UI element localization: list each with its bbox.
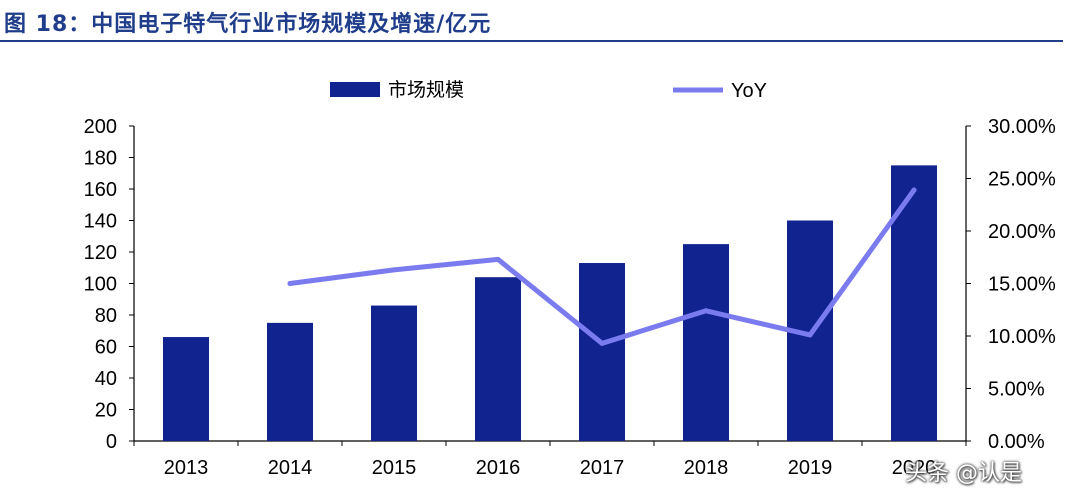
left-tick-label: 180 [84,148,117,170]
right-tick-label: 0.00% [988,431,1045,453]
bar [163,337,209,441]
x-tick-label: 2018 [684,457,729,479]
bar [579,263,625,441]
x-tick-label: 2016 [476,457,521,479]
legend-label-bar: 市场规模 [388,79,464,101]
yoy-point [703,308,709,314]
yoy-point [287,281,293,286]
bar [683,244,729,441]
yoy-point [599,340,605,346]
left-tick-label: 120 [84,242,117,264]
left-tick-label: 160 [84,179,117,201]
x-tick-label: 2020 [892,457,937,479]
x-tick-label: 2013 [164,457,209,479]
right-tick-label: 30.00% [988,116,1056,138]
yoy-point [495,256,501,262]
left-tick-label: 60 [95,337,117,359]
right-tick-label: 10.00% [988,326,1056,348]
legend-label-line: YoY [731,80,767,102]
right-tick-label: 20.00% [988,221,1056,243]
yoy-point [807,332,813,338]
legend-swatch-bar [330,82,380,97]
yoy-point [391,267,397,273]
x-tick-label: 2019 [788,457,833,479]
x-tick-label: 2015 [372,457,417,479]
bar [475,277,521,441]
bar [267,322,313,441]
right-tick-label: 15.00% [988,274,1056,296]
left-tick-label: 100 [84,274,117,296]
bar [891,165,937,441]
left-tick-label: 0 [106,431,117,453]
x-tick-label: 2014 [268,457,313,479]
watermark: 头条 @认是 [905,461,1022,486]
figure-title: 图 18：中国电子特气行业市场规模及增速/亿元 [4,12,492,37]
left-tick-label: 40 [95,368,117,390]
left-tick-label: 200 [84,116,117,138]
right-tick-label: 5.00% [988,379,1045,401]
right-tick-label: 25.00% [988,169,1056,191]
bar [371,305,417,441]
yoy-point [911,187,917,193]
left-tick-label: 140 [84,211,117,233]
x-tick-label: 2017 [580,457,625,479]
left-tick-label: 20 [95,400,117,422]
left-tick-label: 80 [95,305,117,327]
title-divider [0,40,1063,42]
